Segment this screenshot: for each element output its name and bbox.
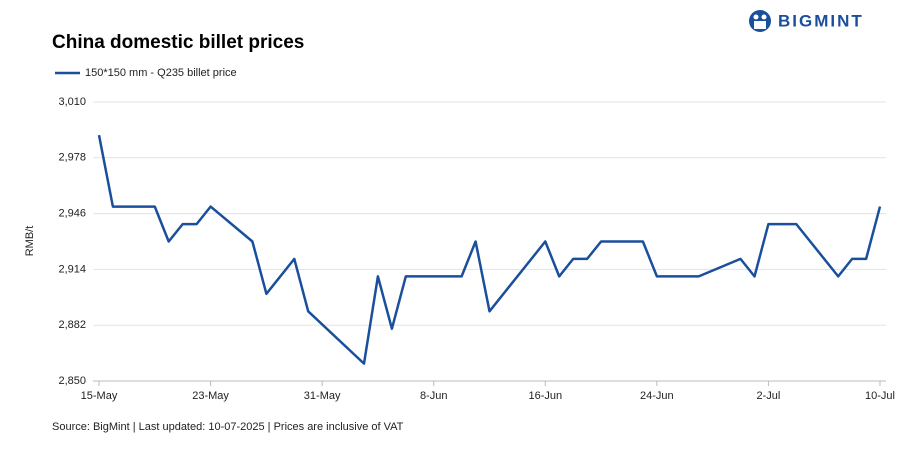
y-tick-label: 2,882 xyxy=(58,319,86,331)
x-tick-label: 31-May xyxy=(304,390,341,402)
x-tick-label: 15-May xyxy=(81,390,118,402)
logo-icon xyxy=(749,10,771,32)
y-tick-label: 3,010 xyxy=(58,96,86,108)
x-tick-label: 2-Jul xyxy=(757,390,781,402)
chart-title: China domestic billet prices xyxy=(52,32,304,53)
logo-text: BIGMINT xyxy=(778,11,864,30)
y-tick-label: 2,850 xyxy=(58,375,86,387)
x-tick-label: 10-Jul xyxy=(865,390,895,402)
y-tick-label: 2,978 xyxy=(58,152,86,164)
legend-label: 150*150 mm - Q235 billet price xyxy=(85,67,237,79)
y-axis-label: RMB/t xyxy=(24,226,36,257)
x-tick-label: 16-Jun xyxy=(528,390,562,402)
y-tick-label: 2,946 xyxy=(58,208,86,220)
x-tick-label: 24-Jun xyxy=(640,390,674,402)
x-tick-label: 8-Jun xyxy=(420,390,448,402)
data-line xyxy=(97,134,882,365)
x-tick-label: 23-May xyxy=(192,390,229,402)
source-note: Source: BigMint | Last updated: 10-07-20… xyxy=(52,421,404,433)
y-tick-label: 2,914 xyxy=(58,263,86,275)
